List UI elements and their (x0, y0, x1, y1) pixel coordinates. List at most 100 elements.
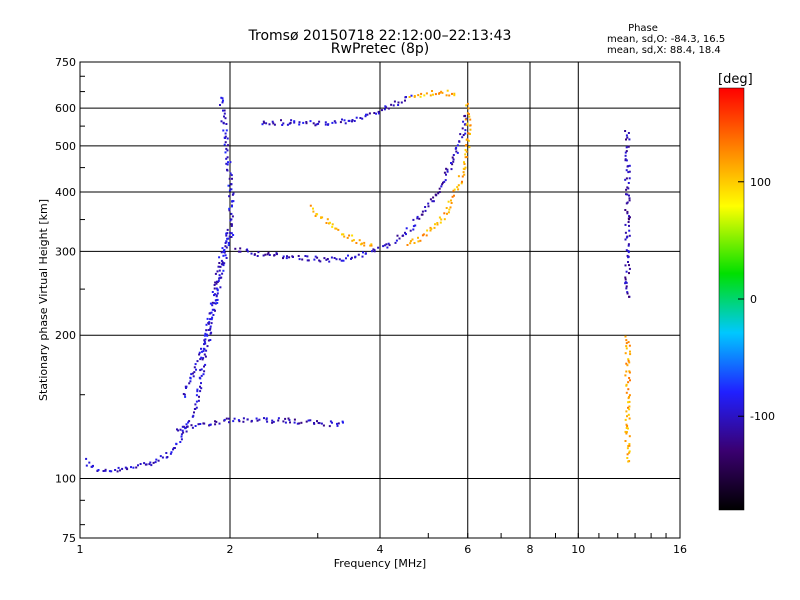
data-point (394, 241, 397, 244)
data-point (626, 453, 629, 456)
data-point (340, 259, 343, 262)
data-point (336, 424, 339, 427)
data-point (208, 328, 211, 331)
data-point (625, 345, 628, 348)
data-point (628, 377, 631, 379)
data-point (282, 122, 285, 125)
data-point (348, 234, 351, 237)
data-point (272, 420, 275, 423)
data-point (180, 435, 183, 438)
data-point (452, 158, 455, 161)
data-point (185, 423, 188, 426)
data-point (230, 223, 233, 226)
data-point (224, 242, 227, 244)
data-point (193, 411, 195, 414)
data-point (207, 339, 210, 342)
data-point (323, 257, 326, 260)
data-point (624, 223, 627, 226)
data-point (228, 421, 230, 424)
data-point (628, 234, 631, 237)
data-point (290, 119, 293, 122)
x-tick-label: 6 (464, 543, 471, 556)
data-point (433, 226, 436, 229)
data-point (225, 129, 228, 132)
data-point (223, 115, 225, 118)
y-tick-label: 600 (55, 102, 76, 115)
data-point (373, 250, 376, 253)
data-point (206, 317, 209, 320)
data-point (223, 109, 226, 112)
data-point (108, 470, 111, 473)
data-point (448, 208, 451, 211)
data-point (362, 251, 364, 254)
data-point (185, 387, 187, 389)
data-point (220, 263, 223, 266)
data-point (85, 457, 88, 460)
data-point (319, 260, 322, 263)
y-axis: 75 100 200 300 400 500 600 750 (55, 56, 85, 545)
data-point (208, 321, 211, 324)
data-point (469, 128, 472, 131)
data-point (215, 282, 218, 285)
data-point (429, 94, 432, 97)
x-tick-label: 1 (77, 543, 84, 556)
data-point (203, 370, 206, 373)
data-point (200, 356, 203, 359)
data-point (625, 423, 628, 426)
data-point (627, 132, 630, 134)
data-point (335, 258, 338, 261)
data-point (451, 163, 454, 166)
data-point (202, 422, 205, 425)
data-point (224, 151, 227, 154)
data-point (200, 382, 202, 385)
data-point (409, 229, 412, 232)
data-point (628, 344, 631, 347)
data-point (417, 240, 420, 243)
data-point (175, 442, 178, 445)
data-point (628, 138, 631, 141)
data-point (445, 173, 447, 176)
data-point (431, 90, 433, 92)
data-point (210, 311, 213, 314)
data-point (333, 257, 336, 259)
data-point (390, 103, 393, 106)
data-point (293, 120, 296, 123)
data-point (461, 127, 464, 130)
data-point (220, 259, 223, 262)
data-point (625, 281, 628, 284)
data-point (352, 239, 355, 242)
y-tick-label: 100 (55, 473, 76, 486)
data-point (285, 257, 288, 260)
data-point (222, 254, 225, 257)
y-tick-label: 500 (55, 140, 76, 153)
data-point (282, 255, 285, 258)
data-point (201, 358, 204, 361)
data-point (440, 185, 443, 188)
data-point (324, 123, 327, 126)
data-point (219, 104, 221, 106)
data-point (326, 218, 329, 221)
data-point (465, 156, 468, 158)
data-point (627, 381, 630, 384)
data-point (347, 254, 349, 257)
data-point (626, 193, 629, 196)
data-point (420, 92, 423, 95)
data-point (419, 95, 422, 98)
data-point (203, 334, 206, 337)
data-point (207, 329, 210, 331)
data-point (182, 431, 185, 434)
data-point (387, 107, 390, 110)
data-point (119, 469, 121, 472)
data-point (266, 420, 269, 423)
data-point (446, 168, 449, 171)
data-point (627, 406, 629, 409)
data-point (216, 298, 219, 301)
data-point (230, 236, 233, 238)
data-point (231, 215, 234, 218)
data-point (263, 417, 265, 420)
data-point (226, 149, 229, 152)
data-point (198, 351, 201, 354)
data-point (342, 421, 344, 424)
data-point (626, 292, 629, 295)
data-point (232, 192, 235, 195)
